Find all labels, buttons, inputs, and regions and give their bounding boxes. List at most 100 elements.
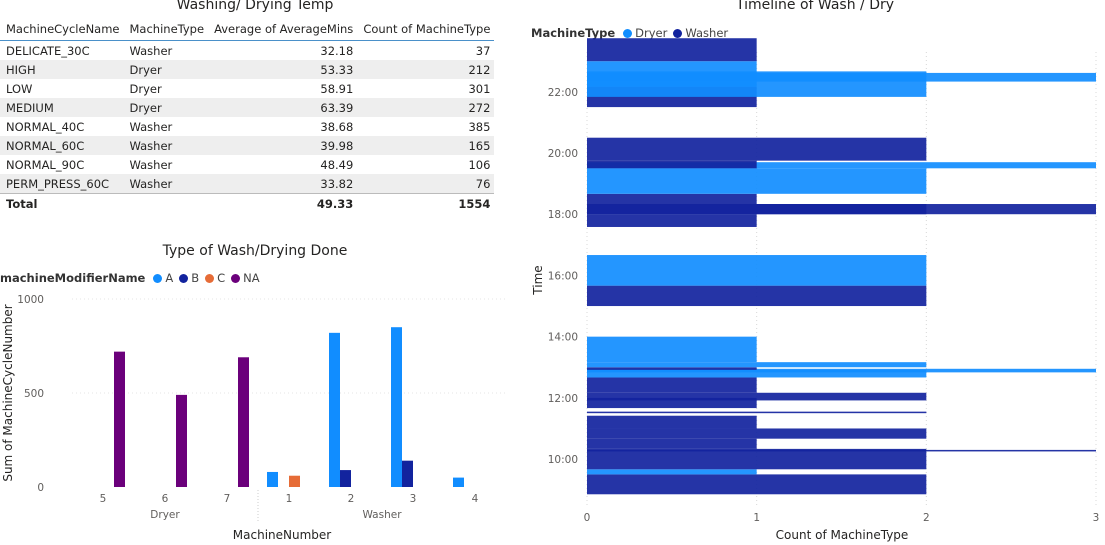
- legend-label: A: [165, 271, 174, 285]
- table-row[interactable]: MEDIUM Dryer 63.39 272: [0, 98, 495, 117]
- legend-dot-icon: [179, 273, 189, 283]
- legend-label: C: [217, 271, 226, 285]
- table-row[interactable]: HIGH Dryer 53.33 212: [0, 60, 495, 79]
- table-cell: 33.82: [208, 174, 358, 194]
- x-tick-label: 3: [1093, 512, 1100, 524]
- x-axis-title: MachineNumber: [233, 528, 332, 542]
- bar-chart-legend-item[interactable]: NA: [231, 271, 260, 285]
- bar: [329, 332, 340, 487]
- timeline-bar: [587, 474, 927, 495]
- y-tick-label: 10:00: [548, 454, 578, 466]
- y-tick-label: 0: [37, 482, 44, 494]
- table-cell: 63.39: [208, 98, 358, 117]
- bar: [340, 470, 351, 487]
- table-row[interactable]: LOW Dryer 58.91 301: [0, 79, 494, 98]
- timeline-bar: [587, 438, 757, 449]
- bar-chart-legend-item[interactable]: A: [153, 271, 173, 285]
- table-total-row[interactable]: Total 49.33 1554: [0, 193, 495, 214]
- timeline-bar: [587, 369, 927, 378]
- table-cell: DELICATE_30C: [6, 43, 90, 58]
- table-cell: MEDIUM: [0, 98, 124, 117]
- table-row[interactable]: NORMAL_90C Washer 48.49 106: [0, 155, 494, 174]
- bar-chart-title: Type of Wash/Drying Done: [162, 243, 348, 259]
- table-cell: 106: [468, 157, 491, 172]
- legend-label: Washer: [685, 26, 729, 40]
- timeline-bar: [587, 72, 1096, 82]
- y-tick-label: 14:00: [548, 332, 578, 344]
- y-axis-title: Time: [531, 265, 545, 295]
- table-cell: 53.33: [208, 60, 358, 79]
- bar-chart-legend-item[interactable]: B: [179, 271, 199, 285]
- legend-dot-icon: [205, 273, 215, 283]
- x-group-label: Washer: [362, 509, 402, 521]
- timeline-bar: [587, 362, 927, 368]
- y-tick-label: 22:00: [548, 87, 578, 99]
- bar: [176, 394, 187, 487]
- table-cell: HIGH: [0, 60, 124, 79]
- table-cell: 49.33: [208, 193, 358, 214]
- timeline-bar: [587, 448, 927, 470]
- table-cell: 212: [357, 60, 495, 79]
- table-cell: 76: [357, 174, 495, 194]
- bar: [267, 471, 278, 487]
- table-row[interactable]: NORMAL_40C Washer 38.68 385: [0, 117, 494, 136]
- timeline-bar: [587, 415, 757, 429]
- matrix-table: MachineCycleName MachineType Average of …: [0, 18, 495, 214]
- bar-chart: 0 500 1000 5 6 7 1 2 3 4 Dryer Washer MachineNumber S…: [1, 294, 506, 542]
- table-cell: Total: [0, 193, 124, 214]
- timeline-bar: [587, 397, 757, 409]
- x-axis-title: Count of MachineType: [776, 528, 909, 542]
- column-header[interactable]: MachineCycleName: [0, 18, 124, 41]
- x-tick-label: 7: [224, 493, 231, 505]
- x-tick-label: 3: [410, 493, 417, 505]
- legend-label: NA: [243, 271, 260, 285]
- table-cell: 1554: [357, 193, 495, 214]
- timeline-bar: [587, 255, 927, 286]
- column-header[interactable]: MachineType: [123, 18, 209, 41]
- legend-dot-icon: [623, 28, 633, 38]
- bar: [402, 460, 413, 487]
- table-cell: 165: [357, 136, 495, 155]
- table-cell: Washer: [123, 174, 209, 194]
- timeline-bar: [587, 368, 1096, 373]
- x-tick-label: 6: [162, 493, 169, 505]
- bar: [238, 357, 249, 487]
- table-row[interactable]: PERM_PRESS_60C Washer 33.82 76: [0, 174, 495, 194]
- timeline-chart-legend-title: MachineType: [531, 26, 616, 40]
- x-group-label: Dryer: [150, 509, 180, 521]
- y-tick-label: 500: [24, 388, 44, 400]
- timeline-chart-legend-item[interactable]: Washer: [673, 26, 728, 40]
- timeline-bar: [587, 449, 1096, 452]
- timeline-bar: [587, 160, 757, 169]
- column-header[interactable]: Average of AverageMins: [208, 18, 358, 41]
- bar-chart-legend-item[interactable]: C: [205, 271, 225, 285]
- table-row[interactable]: NORMAL_60C Washer 39.98 165: [0, 136, 495, 155]
- x-tick-label: 0: [584, 512, 591, 524]
- timeline-chart-legend: MachineType Dryer Washer: [531, 26, 734, 40]
- timeline-bar: [587, 428, 927, 439]
- timeline-bar: [587, 162, 1096, 169]
- table-cell: NORMAL_90C: [6, 157, 85, 172]
- table-cell: 272: [357, 98, 495, 117]
- table-cell: 301: [468, 81, 491, 96]
- table-cell: NORMAL_60C: [0, 136, 124, 155]
- table-cell: 37: [475, 43, 491, 58]
- table-cell: PERM_PRESS_60C: [0, 174, 124, 194]
- timeline-bar: [587, 61, 757, 87]
- table-cell: 385: [468, 119, 491, 134]
- timeline-chart-title: Timeline of Wash / Dry: [735, 0, 895, 13]
- y-tick-label: 18:00: [548, 209, 578, 221]
- timeline-bar: [587, 469, 757, 475]
- timeline-bar: [587, 204, 1096, 215]
- timeline-chart-legend-item[interactable]: Dryer: [623, 26, 667, 40]
- table-cell: Dryer: [129, 81, 162, 96]
- timeline-bar: [587, 137, 927, 161]
- column-header[interactable]: Count of MachineType: [357, 18, 495, 41]
- table-row[interactable]: DELICATE_30C Washer 32.18 37: [0, 41, 494, 61]
- timeline-bar: [587, 336, 757, 363]
- table-cell: [123, 193, 209, 214]
- table-cell: LOW: [6, 81, 33, 96]
- table-cell: Washer: [123, 136, 209, 155]
- table-cell: Dryer: [123, 60, 209, 79]
